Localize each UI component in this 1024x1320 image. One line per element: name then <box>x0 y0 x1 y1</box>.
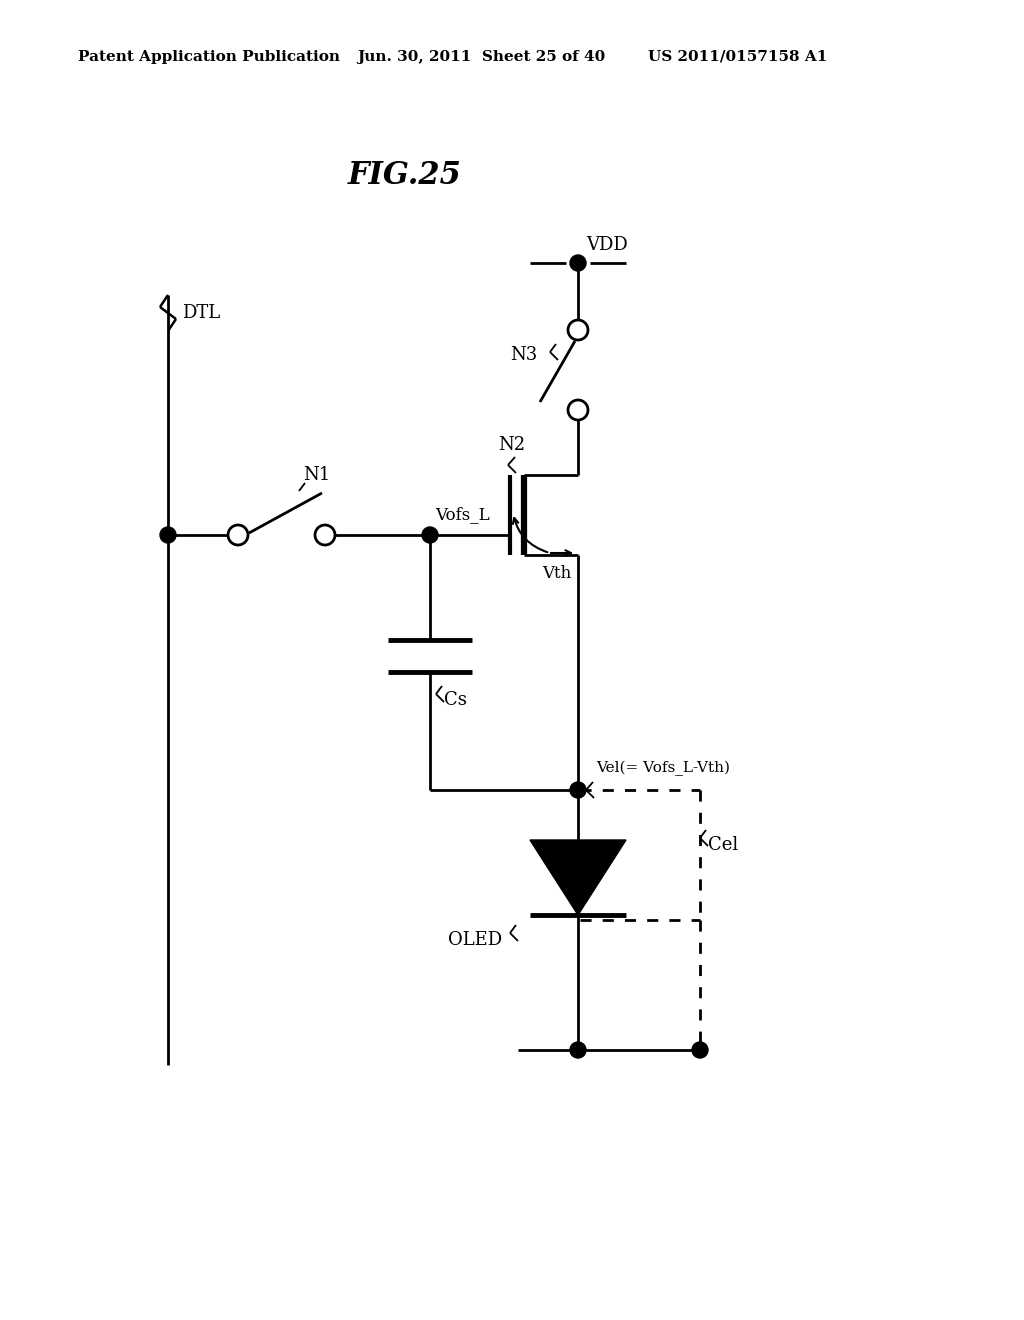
Polygon shape <box>530 840 626 915</box>
Circle shape <box>422 527 438 543</box>
Circle shape <box>315 525 335 545</box>
Text: N3: N3 <box>510 346 538 364</box>
Text: N2: N2 <box>498 436 525 454</box>
Circle shape <box>570 255 586 271</box>
Circle shape <box>160 527 176 543</box>
Circle shape <box>228 525 248 545</box>
Text: N1: N1 <box>303 466 331 484</box>
Text: Jun. 30, 2011  Sheet 25 of 40: Jun. 30, 2011 Sheet 25 of 40 <box>357 50 605 63</box>
Text: Vofs_L: Vofs_L <box>435 507 489 524</box>
Text: VDD: VDD <box>586 236 628 253</box>
Text: FIG.25: FIG.25 <box>348 160 462 190</box>
Text: Vel(= Vofs_L-Vth): Vel(= Vofs_L-Vth) <box>596 760 730 776</box>
Text: Patent Application Publication: Patent Application Publication <box>78 50 340 63</box>
Text: US 2011/0157158 A1: US 2011/0157158 A1 <box>648 50 827 63</box>
Circle shape <box>568 400 588 420</box>
Text: OLED: OLED <box>449 931 502 949</box>
Circle shape <box>570 1041 586 1059</box>
Circle shape <box>570 781 586 799</box>
Circle shape <box>692 1041 708 1059</box>
Circle shape <box>568 319 588 341</box>
Text: Vth: Vth <box>542 565 571 582</box>
Text: Cs: Cs <box>444 690 467 709</box>
Text: DTL: DTL <box>182 304 220 322</box>
Text: Cel: Cel <box>708 836 738 854</box>
